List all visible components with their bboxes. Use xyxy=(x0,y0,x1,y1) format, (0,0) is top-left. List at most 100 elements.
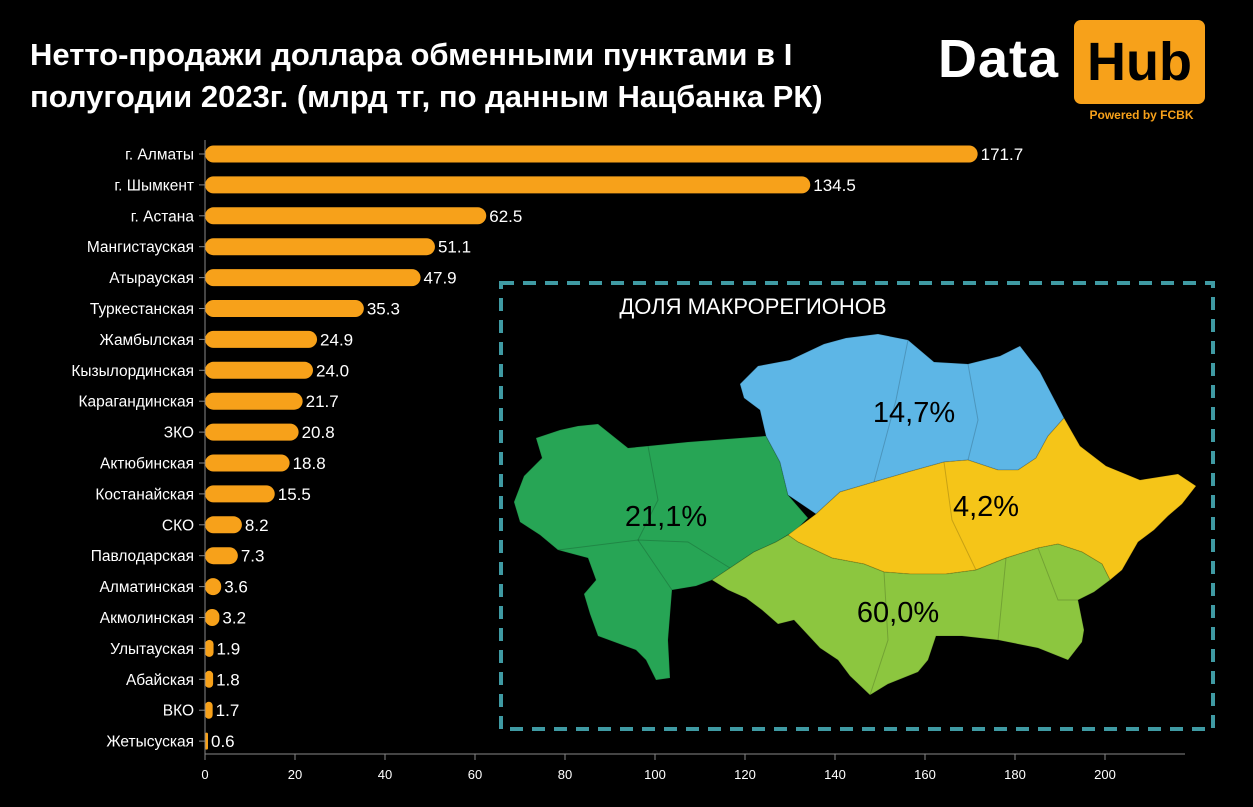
category-label: СКО xyxy=(162,517,194,534)
bar xyxy=(205,485,275,503)
value-label: 1.9 xyxy=(217,639,241,658)
value-label: 15.5 xyxy=(278,485,311,504)
chart-title: Нетто-продажи доллара обменными пунктами… xyxy=(30,37,823,114)
value-label: 8.2 xyxy=(245,516,269,535)
bar xyxy=(205,454,290,472)
logo-tagline: Powered by FCBK xyxy=(1089,108,1194,122)
map-border-line xyxy=(637,445,673,591)
region-label-west: 21,1% xyxy=(625,501,707,533)
value-label: 51.1 xyxy=(438,238,471,257)
x-tick-label: 140 xyxy=(824,767,846,782)
x-tick-label: 100 xyxy=(644,767,666,782)
x-tick-label: 20 xyxy=(288,767,302,782)
bar xyxy=(205,269,421,287)
category-label: ЗКО xyxy=(164,425,194,442)
value-label: 3.6 xyxy=(224,578,248,597)
value-label: 1.7 xyxy=(216,701,240,720)
x-axis: 0 20 40 60 80 100 120 140 160 180 200 xyxy=(201,140,1185,782)
x-tick-label: 200 xyxy=(1094,767,1116,782)
category-label: г. Алматы xyxy=(125,147,194,164)
x-tick-label: 60 xyxy=(468,767,482,782)
kazakhstan-map: 21,1% 14,7% 4,2% 60,0% xyxy=(513,333,1197,696)
category-label: г. Астана xyxy=(131,208,195,225)
region-label-east: 4,2% xyxy=(953,491,1019,523)
x-tick-label: 80 xyxy=(558,767,572,782)
bar xyxy=(205,732,208,750)
category-label: Атырауская xyxy=(109,270,194,287)
category-label: Костанайская xyxy=(95,486,194,503)
bar xyxy=(205,330,318,348)
logo-word-data: Data xyxy=(938,29,1060,89)
category-label: Павлодарская xyxy=(91,548,194,565)
map-internal-borders xyxy=(557,339,1078,696)
bar xyxy=(205,701,213,719)
inset-frame xyxy=(499,281,1215,731)
map-border-line xyxy=(557,539,731,569)
map-region-east xyxy=(787,417,1197,581)
category-label: Мангистауская xyxy=(87,239,194,256)
value-label: 47.9 xyxy=(424,269,457,288)
category-label: Актюбинская xyxy=(100,456,194,473)
logo-word-hub: Hub xyxy=(1074,20,1205,104)
bar xyxy=(205,207,487,225)
category-label: г. Шымкент xyxy=(114,177,194,194)
bar xyxy=(205,516,242,534)
inset-dashed-border xyxy=(499,281,1215,731)
value-label: 0.6 xyxy=(211,732,235,751)
bar xyxy=(205,547,238,565)
category-label: Жамбылская xyxy=(99,332,194,349)
value-label: 18.8 xyxy=(293,454,326,473)
bar xyxy=(205,609,220,626)
x-tick-label: 0 xyxy=(201,767,208,782)
bar xyxy=(205,639,214,657)
category-label: Жетысуская xyxy=(106,734,194,751)
value-label: 171.7 xyxy=(981,145,1024,164)
map-border-line xyxy=(943,461,977,571)
bar xyxy=(205,361,313,379)
map-border-line xyxy=(869,571,889,696)
bar xyxy=(205,670,214,688)
map-region-north xyxy=(739,333,1065,515)
value-label: 20.8 xyxy=(302,423,335,442)
value-label: 24.9 xyxy=(320,330,353,349)
category-label: Акмолинская xyxy=(100,610,194,627)
category-label: ВКО xyxy=(163,703,194,720)
map-border-line xyxy=(997,557,1007,641)
x-tick-label: 40 xyxy=(378,767,392,782)
map-border-line xyxy=(873,339,909,483)
value-label: 24.0 xyxy=(316,361,349,380)
category-label: Алматинская xyxy=(99,579,194,596)
value-label: 134.5 xyxy=(813,176,856,195)
bar xyxy=(205,392,303,410)
map-region-south xyxy=(711,534,1111,696)
bar xyxy=(205,238,435,256)
bar xyxy=(205,145,978,163)
category-label: Туркестанская xyxy=(90,301,194,318)
bar xyxy=(205,176,811,194)
bar xyxy=(205,578,222,596)
value-label: 3.2 xyxy=(222,609,246,628)
bar xyxy=(205,423,299,441)
bar xyxy=(205,300,364,317)
bars-layer: г. Алматы 171.7 г. Шымкент 134.5 г. Астана 62… xyxy=(71,145,1023,751)
category-label: Кызылординская xyxy=(71,363,194,380)
map-border-line xyxy=(967,363,979,461)
x-tick-label: 120 xyxy=(734,767,756,782)
datahub-logo: Data Hub Powered by FCBK xyxy=(936,20,1216,130)
value-label: 21.7 xyxy=(306,392,339,411)
region-label-south: 60,0% xyxy=(857,597,939,629)
inset-title: ДОЛЯ МАКРОРЕГИОНОВ xyxy=(619,294,887,319)
x-tick-label: 180 xyxy=(1004,767,1026,782)
map-border-line xyxy=(1037,547,1078,601)
value-label: 62.5 xyxy=(489,207,522,226)
category-label: Улытауская xyxy=(110,641,194,658)
value-label: 1.8 xyxy=(216,670,240,689)
value-label: 7.3 xyxy=(241,547,265,566)
category-label: Абайская xyxy=(126,672,194,689)
macroregion-inset: ДОЛЯ МАКРОРЕГИОНОВ 21,1% 14,7% 4,2% 60,0… xyxy=(498,280,1216,732)
x-tick-label: 160 xyxy=(914,767,936,782)
region-label-north: 14,7% xyxy=(873,397,955,429)
value-label: 35.3 xyxy=(367,300,400,319)
category-label: Карагандинская xyxy=(78,394,194,411)
